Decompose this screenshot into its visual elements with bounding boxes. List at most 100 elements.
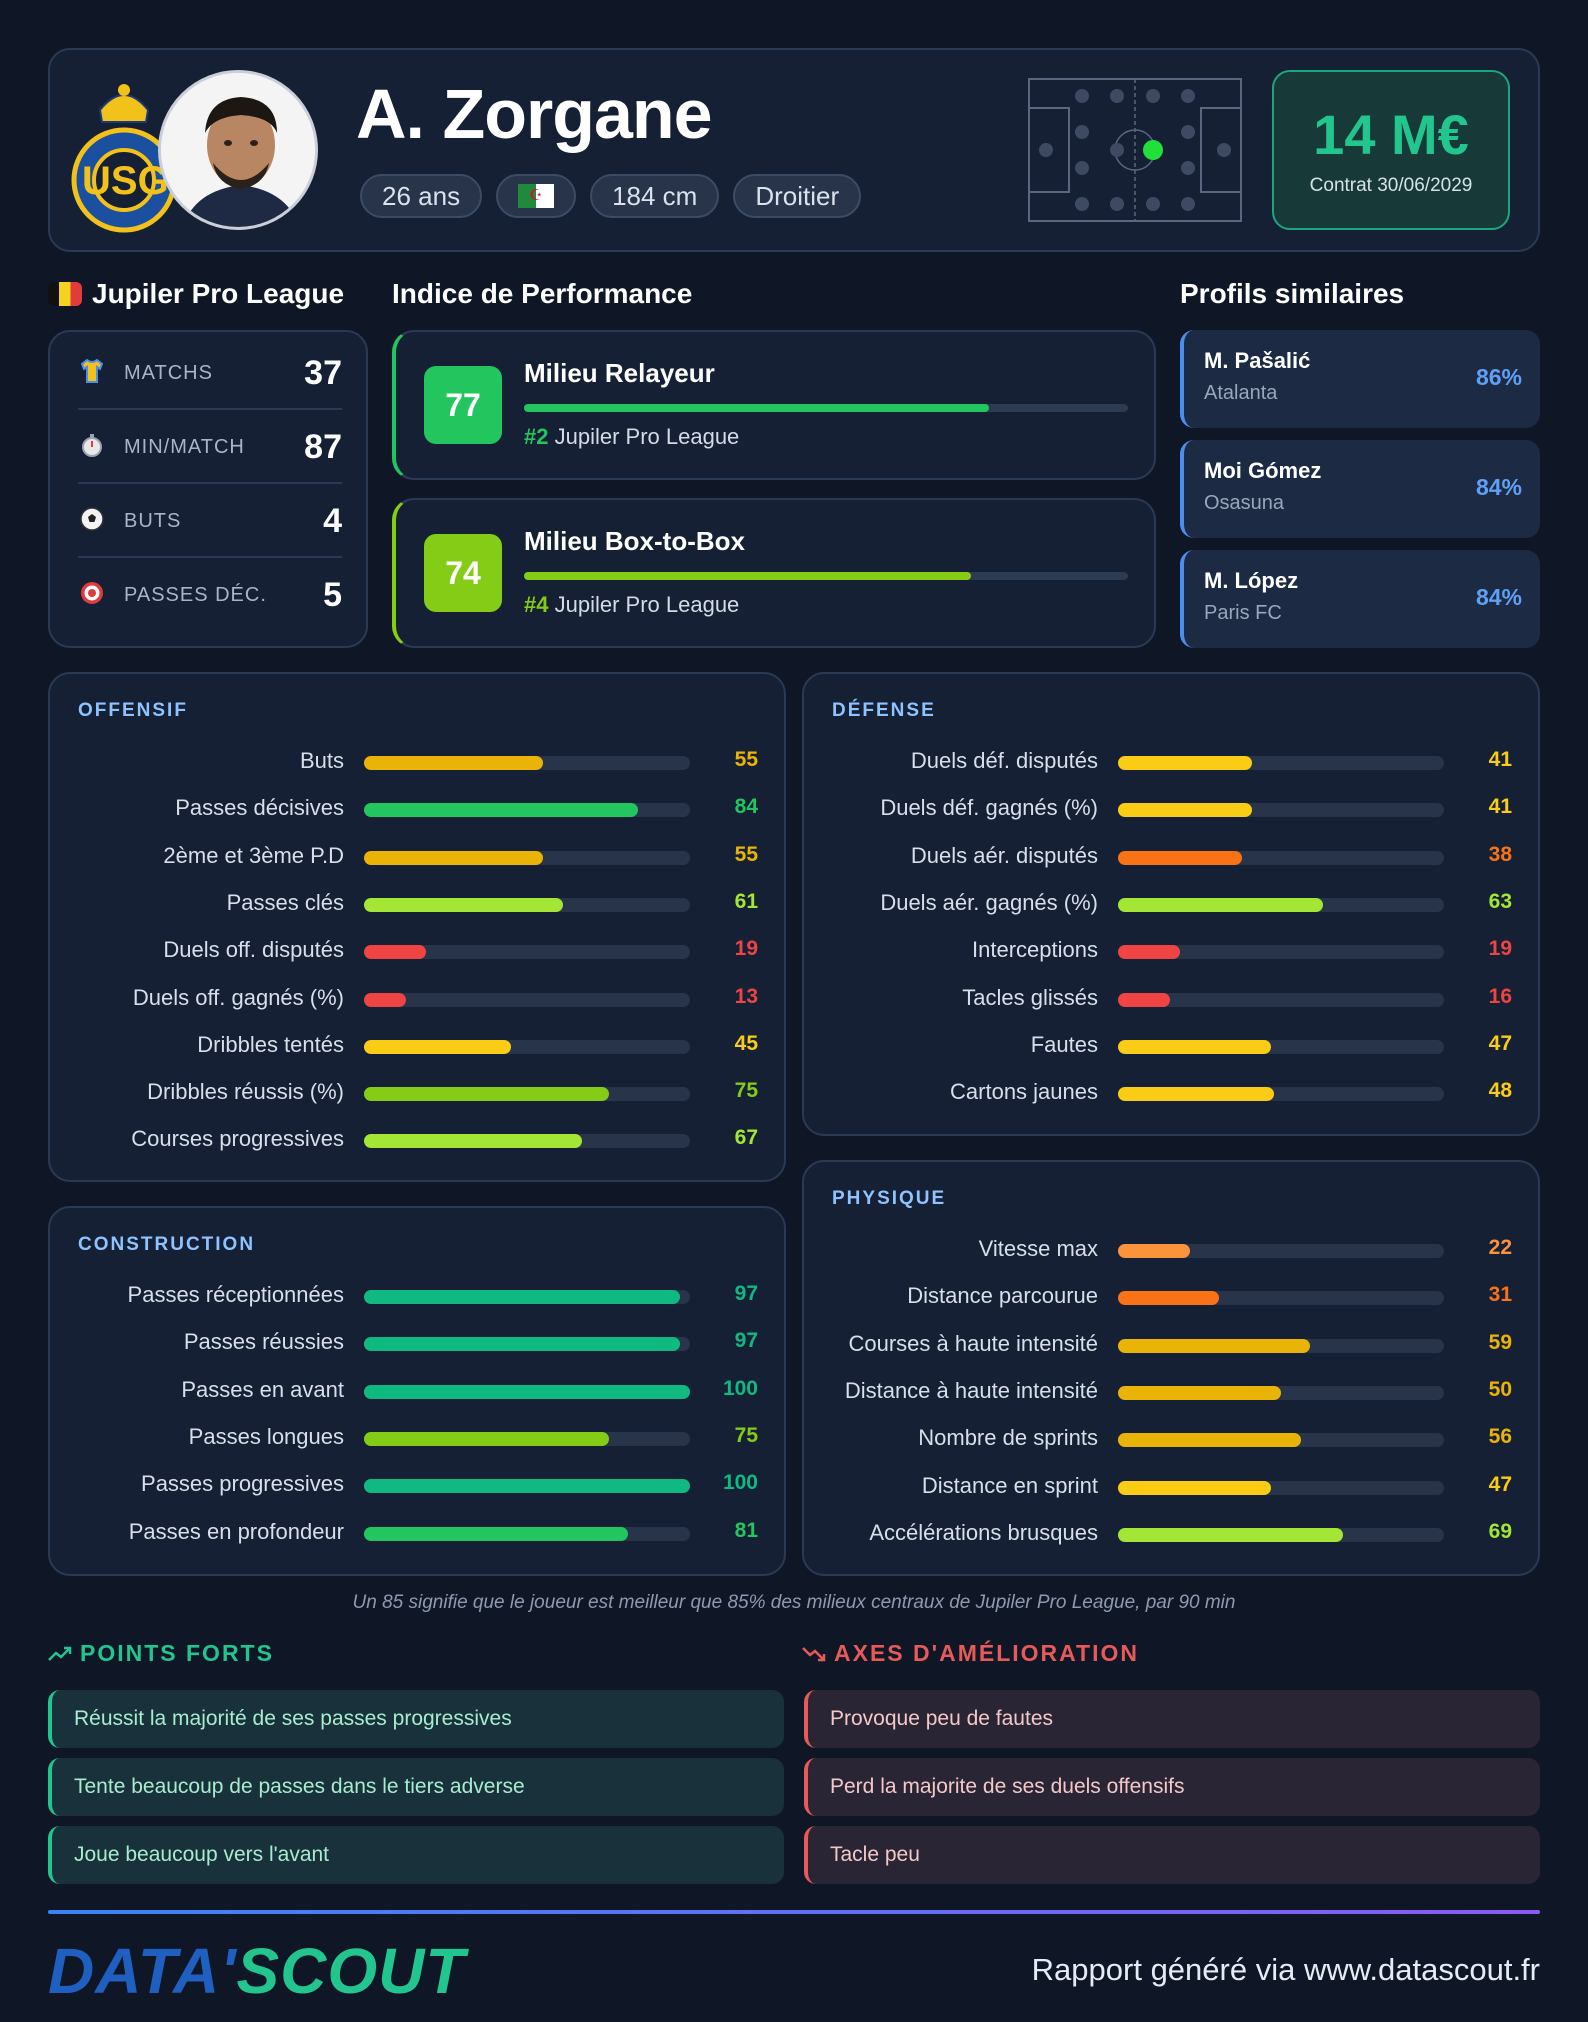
metric-label: Duels aér. disputés xyxy=(910,842,1098,868)
shirt-icon xyxy=(78,358,106,386)
metric-row: Duels off. gagnés (%) 13 xyxy=(50,985,784,1015)
offensive-panel: OFFENSIF Buts 55 Passes décisives 84 2ème et… xyxy=(48,672,786,1182)
stat-row-assists: PASSES DÉC. 5 xyxy=(78,558,342,632)
metric-label: Distance parcourue xyxy=(907,1283,1098,1309)
metric-label: Distance à haute intensité xyxy=(844,1377,1098,1403)
metric-label: 2ème et 3ème P.D xyxy=(163,842,344,868)
player-header: USG A. Zorgane 26 ans ☪ 184 cm Droitier xyxy=(48,48,1540,252)
metric-row: 2ème et 3ème P.D 55 xyxy=(50,843,784,873)
metric-label: Duels déf. gagnés (%) xyxy=(880,795,1098,821)
panel-title: PHYSIQUE xyxy=(832,1188,947,1209)
metric-value: 47 xyxy=(1488,1031,1512,1055)
metric-row: Passes décisives 84 xyxy=(50,795,784,825)
panel-title: DÉFENSE xyxy=(832,700,936,721)
performance-score-badge: 77 xyxy=(424,366,502,444)
metric-value: 13 xyxy=(734,984,758,1008)
player-info-pills: 26 ans ☪ 184 cm Droitier xyxy=(360,174,862,218)
metric-value: 48 xyxy=(1488,1079,1512,1103)
metric-label: Courses progressives xyxy=(131,1126,344,1152)
performance-bar-track xyxy=(524,404,1128,412)
club-logo: USG xyxy=(71,84,177,233)
target-icon xyxy=(78,580,106,608)
physical-panel: PHYSIQUE Vitesse max 22 Distance parcourue… xyxy=(802,1160,1540,1576)
metric-bar-track xyxy=(364,1384,690,1399)
trend-down-icon xyxy=(802,1647,826,1662)
similarity-percent: 84% xyxy=(1475,474,1522,500)
stat-row-matches: MATCHS 37 xyxy=(78,336,342,410)
performance-role: Milieu Relayeur xyxy=(524,358,715,388)
metric-bar-fill xyxy=(1118,945,1180,960)
metric-row: Nombre de sprints 56 xyxy=(804,1425,1538,1455)
metric-value: 31 xyxy=(1488,1283,1512,1307)
metric-row: Vitesse max 22 xyxy=(804,1236,1538,1266)
similar-profiles-title: Profils similaires xyxy=(1180,278,1405,309)
metric-bar-fill xyxy=(1118,850,1242,865)
trend-up-icon xyxy=(48,1646,72,1661)
metric-bar-fill xyxy=(364,1384,690,1399)
metric-bar-fill xyxy=(364,756,544,770)
metric-bar-fill xyxy=(1118,1244,1190,1258)
metric-row: Passes progressives 100 xyxy=(50,1471,784,1501)
metric-bar-track xyxy=(1118,803,1444,818)
metric-bar-track xyxy=(1118,1480,1444,1495)
metric-bar-track xyxy=(1118,1338,1444,1353)
metric-bar-track xyxy=(1118,1433,1444,1448)
metric-bar-fill xyxy=(1118,1480,1272,1495)
metric-bar-track xyxy=(364,1337,690,1352)
metric-bar-fill xyxy=(364,1337,681,1352)
metric-value: 50 xyxy=(1488,1377,1512,1401)
similar-player-club: Paris FC xyxy=(1204,602,1282,624)
metric-value: 59 xyxy=(1488,1330,1512,1354)
similar-player-name: M. López xyxy=(1204,568,1299,593)
metric-bar-fill xyxy=(1118,1433,1301,1448)
panel-title: OFFENSIF xyxy=(78,700,188,721)
algeria-flag-icon: ☪ xyxy=(518,184,555,208)
stat-row-minutes: MIN/MATCH 87 xyxy=(78,410,342,484)
metric-bar-fill xyxy=(364,850,544,865)
metric-bar-fill xyxy=(1118,1338,1311,1353)
metric-bar-fill xyxy=(1118,1291,1220,1306)
metric-row: Buts 55 xyxy=(50,748,784,778)
metric-bar-track xyxy=(364,803,690,818)
foot-pill: Droitier xyxy=(733,174,862,218)
metric-value: 84 xyxy=(734,795,758,819)
metric-label: Passes réussies xyxy=(183,1329,344,1355)
metric-row: Duels aér. disputés 38 xyxy=(804,843,1538,873)
metric-label: Duels off. gagnés (%) xyxy=(132,984,344,1010)
metric-label: Accélérations brusques xyxy=(869,1519,1098,1545)
metric-value: 55 xyxy=(734,748,758,771)
similar-player-club: Osasuna xyxy=(1204,492,1285,514)
metric-bar-track xyxy=(364,850,690,865)
metric-bar-fill xyxy=(1118,897,1324,912)
strength-item: Tente beaucoup de passes dans le tiers a… xyxy=(48,1758,784,1816)
performance-rank: #2 Jupiler Pro League xyxy=(524,424,740,449)
metric-label: Duels déf. disputés xyxy=(910,748,1098,773)
metric-row: Fautes 47 xyxy=(804,1032,1538,1062)
metric-label: Nombre de sprints xyxy=(918,1425,1098,1451)
footer-divider xyxy=(48,1910,1540,1914)
similar-profile-card[interactable]: Moi Gómez Osasuna 84% xyxy=(1180,440,1540,538)
strength-item: Joue beaucoup vers l'avant xyxy=(48,1826,784,1884)
panel-title: CONSTRUCTION xyxy=(78,1234,256,1255)
metric-row: Passes longues 75 xyxy=(50,1424,784,1454)
metric-row: Dribbles tentés 45 xyxy=(50,1032,784,1062)
datascout-logo[interactable]: DATA'SCOUT xyxy=(48,1935,466,2007)
metric-value: 47 xyxy=(1488,1472,1512,1496)
belgium-flag-icon xyxy=(48,282,82,306)
metric-bar-track xyxy=(1118,992,1444,1007)
similar-profile-card[interactable]: M. López Paris FC 84% xyxy=(1180,550,1540,648)
metric-row: Passes en profondeur 81 xyxy=(50,1519,784,1549)
metric-label: Dribbles tentés xyxy=(197,1031,344,1057)
metric-label: Buts xyxy=(299,748,344,773)
metric-bar-fill xyxy=(364,803,638,818)
metric-bar-fill xyxy=(1118,1087,1275,1102)
metric-label: Vitesse max xyxy=(978,1236,1098,1261)
metric-bar-track xyxy=(364,945,690,960)
metric-value: 19 xyxy=(734,937,758,961)
metric-bar-track xyxy=(364,1039,690,1054)
strength-item: Réussit la majorité de ses passes progre… xyxy=(48,1690,784,1748)
metric-row: Courses à haute intensité 59 xyxy=(804,1331,1538,1361)
metric-bar-track xyxy=(1118,945,1444,960)
similar-profile-card[interactable]: M. Pašalić Atalanta 86% xyxy=(1180,330,1540,428)
similarity-percent: 84% xyxy=(1475,584,1522,610)
